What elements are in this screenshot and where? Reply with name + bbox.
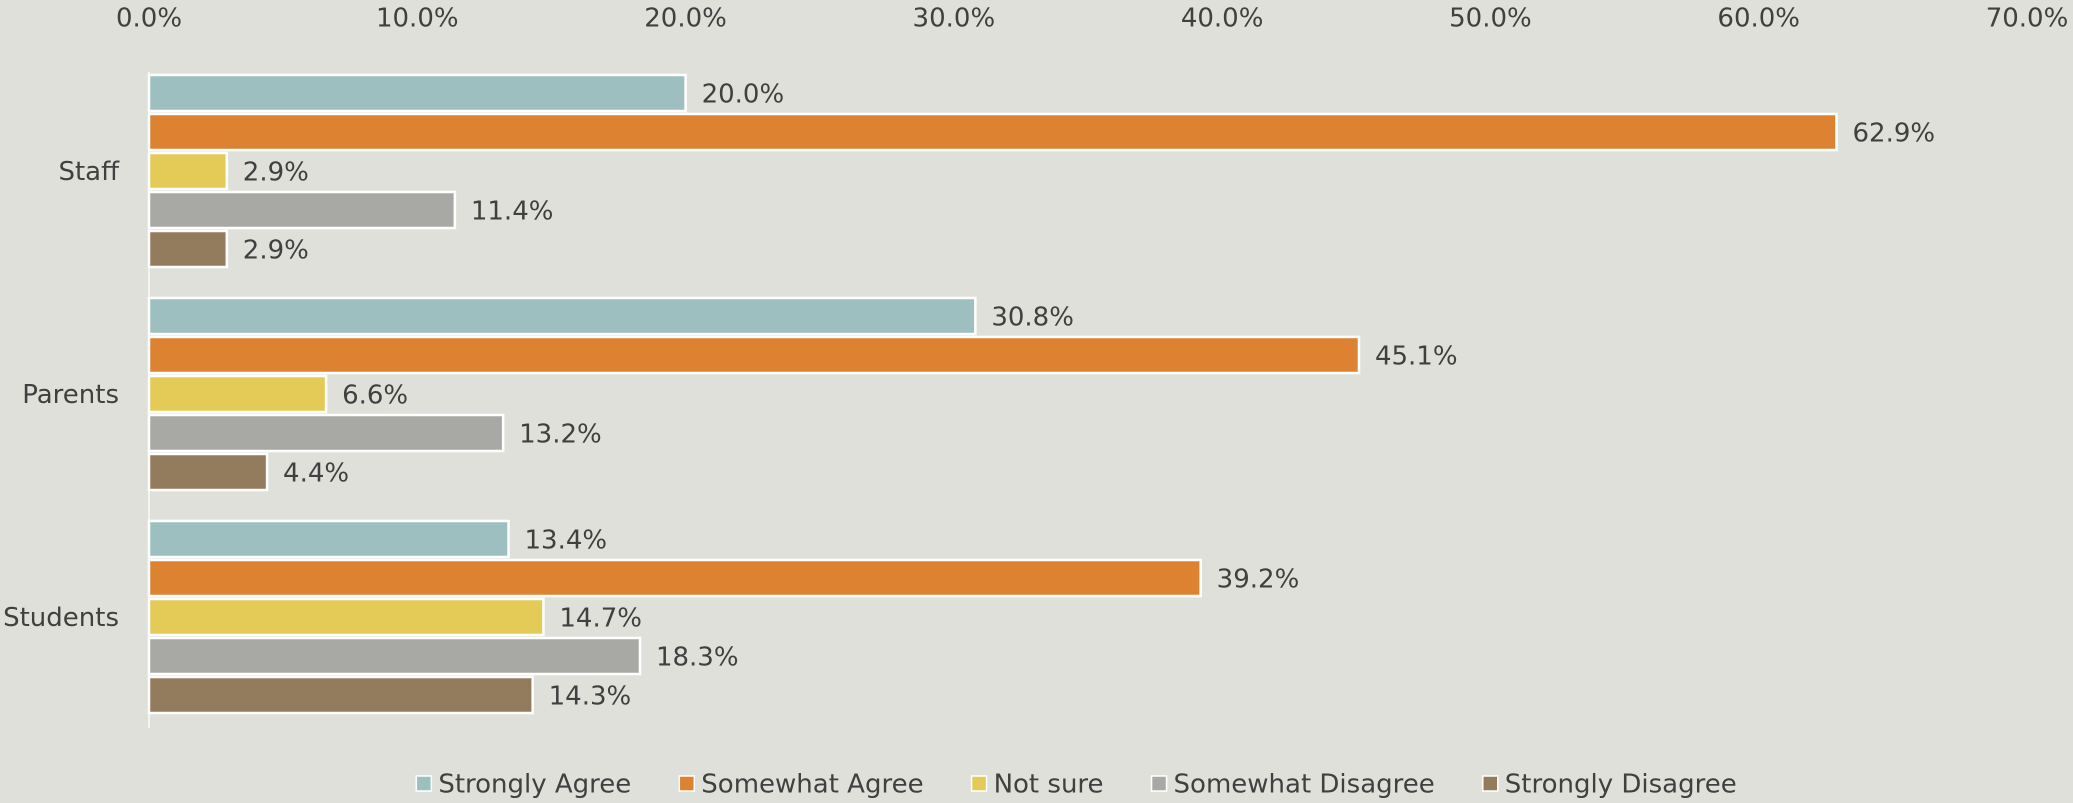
data-label: 14.3% [549, 682, 632, 712]
data-label: 13.2% [519, 420, 602, 450]
x-tick-label: 30.0% [913, 4, 996, 34]
bar [147, 73, 687, 113]
data-label: 39.2% [1217, 565, 1300, 595]
bar [147, 190, 457, 230]
bar [147, 452, 269, 492]
x-tick-label: 20.0% [644, 4, 727, 34]
y-tick-label: Parents [22, 380, 119, 410]
legend-swatch [678, 775, 696, 792]
x-tick-label: 0.0% [116, 4, 182, 34]
bar [147, 675, 534, 715]
legend-swatch [970, 775, 988, 792]
data-label: 45.1% [1375, 342, 1458, 372]
x-tick-label: 50.0% [1449, 4, 1532, 34]
bar [147, 374, 328, 414]
bar [147, 151, 229, 191]
data-label: 30.8% [991, 303, 1074, 333]
data-label: 2.9% [243, 158, 309, 188]
data-label: 2.9% [243, 236, 309, 266]
x-tick-label: 10.0% [376, 4, 459, 34]
data-label: 18.3% [656, 643, 739, 673]
legend-swatch [1150, 775, 1168, 792]
legend-label: Not sure [994, 770, 1104, 800]
data-label: 4.4% [283, 459, 349, 489]
legend-swatch [1482, 775, 1499, 792]
data-label: 20.0% [702, 80, 785, 110]
data-label: 14.7% [559, 604, 642, 634]
x-tick-label: 70.0% [1986, 4, 2069, 34]
x-tick-label: 40.0% [1181, 4, 1264, 34]
bar [147, 558, 1202, 598]
legend-label: Strongly Disagree [1505, 770, 1737, 800]
bar [147, 597, 545, 637]
data-label: 62.9% [1853, 119, 1936, 149]
bar [147, 229, 229, 269]
bar [147, 112, 1838, 152]
bar [147, 413, 505, 453]
data-label: 6.6% [342, 381, 408, 411]
legend-swatch [415, 775, 433, 792]
legend-label: Strongly Agree [438, 770, 631, 800]
y-tick-label: Staff [58, 157, 120, 187]
y-tick-label: Students [3, 603, 119, 633]
legend-label: Somewhat Agree [701, 770, 923, 800]
data-label: 11.4% [471, 197, 554, 227]
legend-label: Somewhat Disagree [1174, 770, 1435, 800]
bar [147, 335, 1361, 375]
bar [147, 519, 510, 559]
bar [147, 296, 977, 336]
data-label: 13.4% [525, 526, 608, 556]
bar [147, 636, 642, 676]
x-tick-label: 60.0% [1717, 4, 1800, 34]
